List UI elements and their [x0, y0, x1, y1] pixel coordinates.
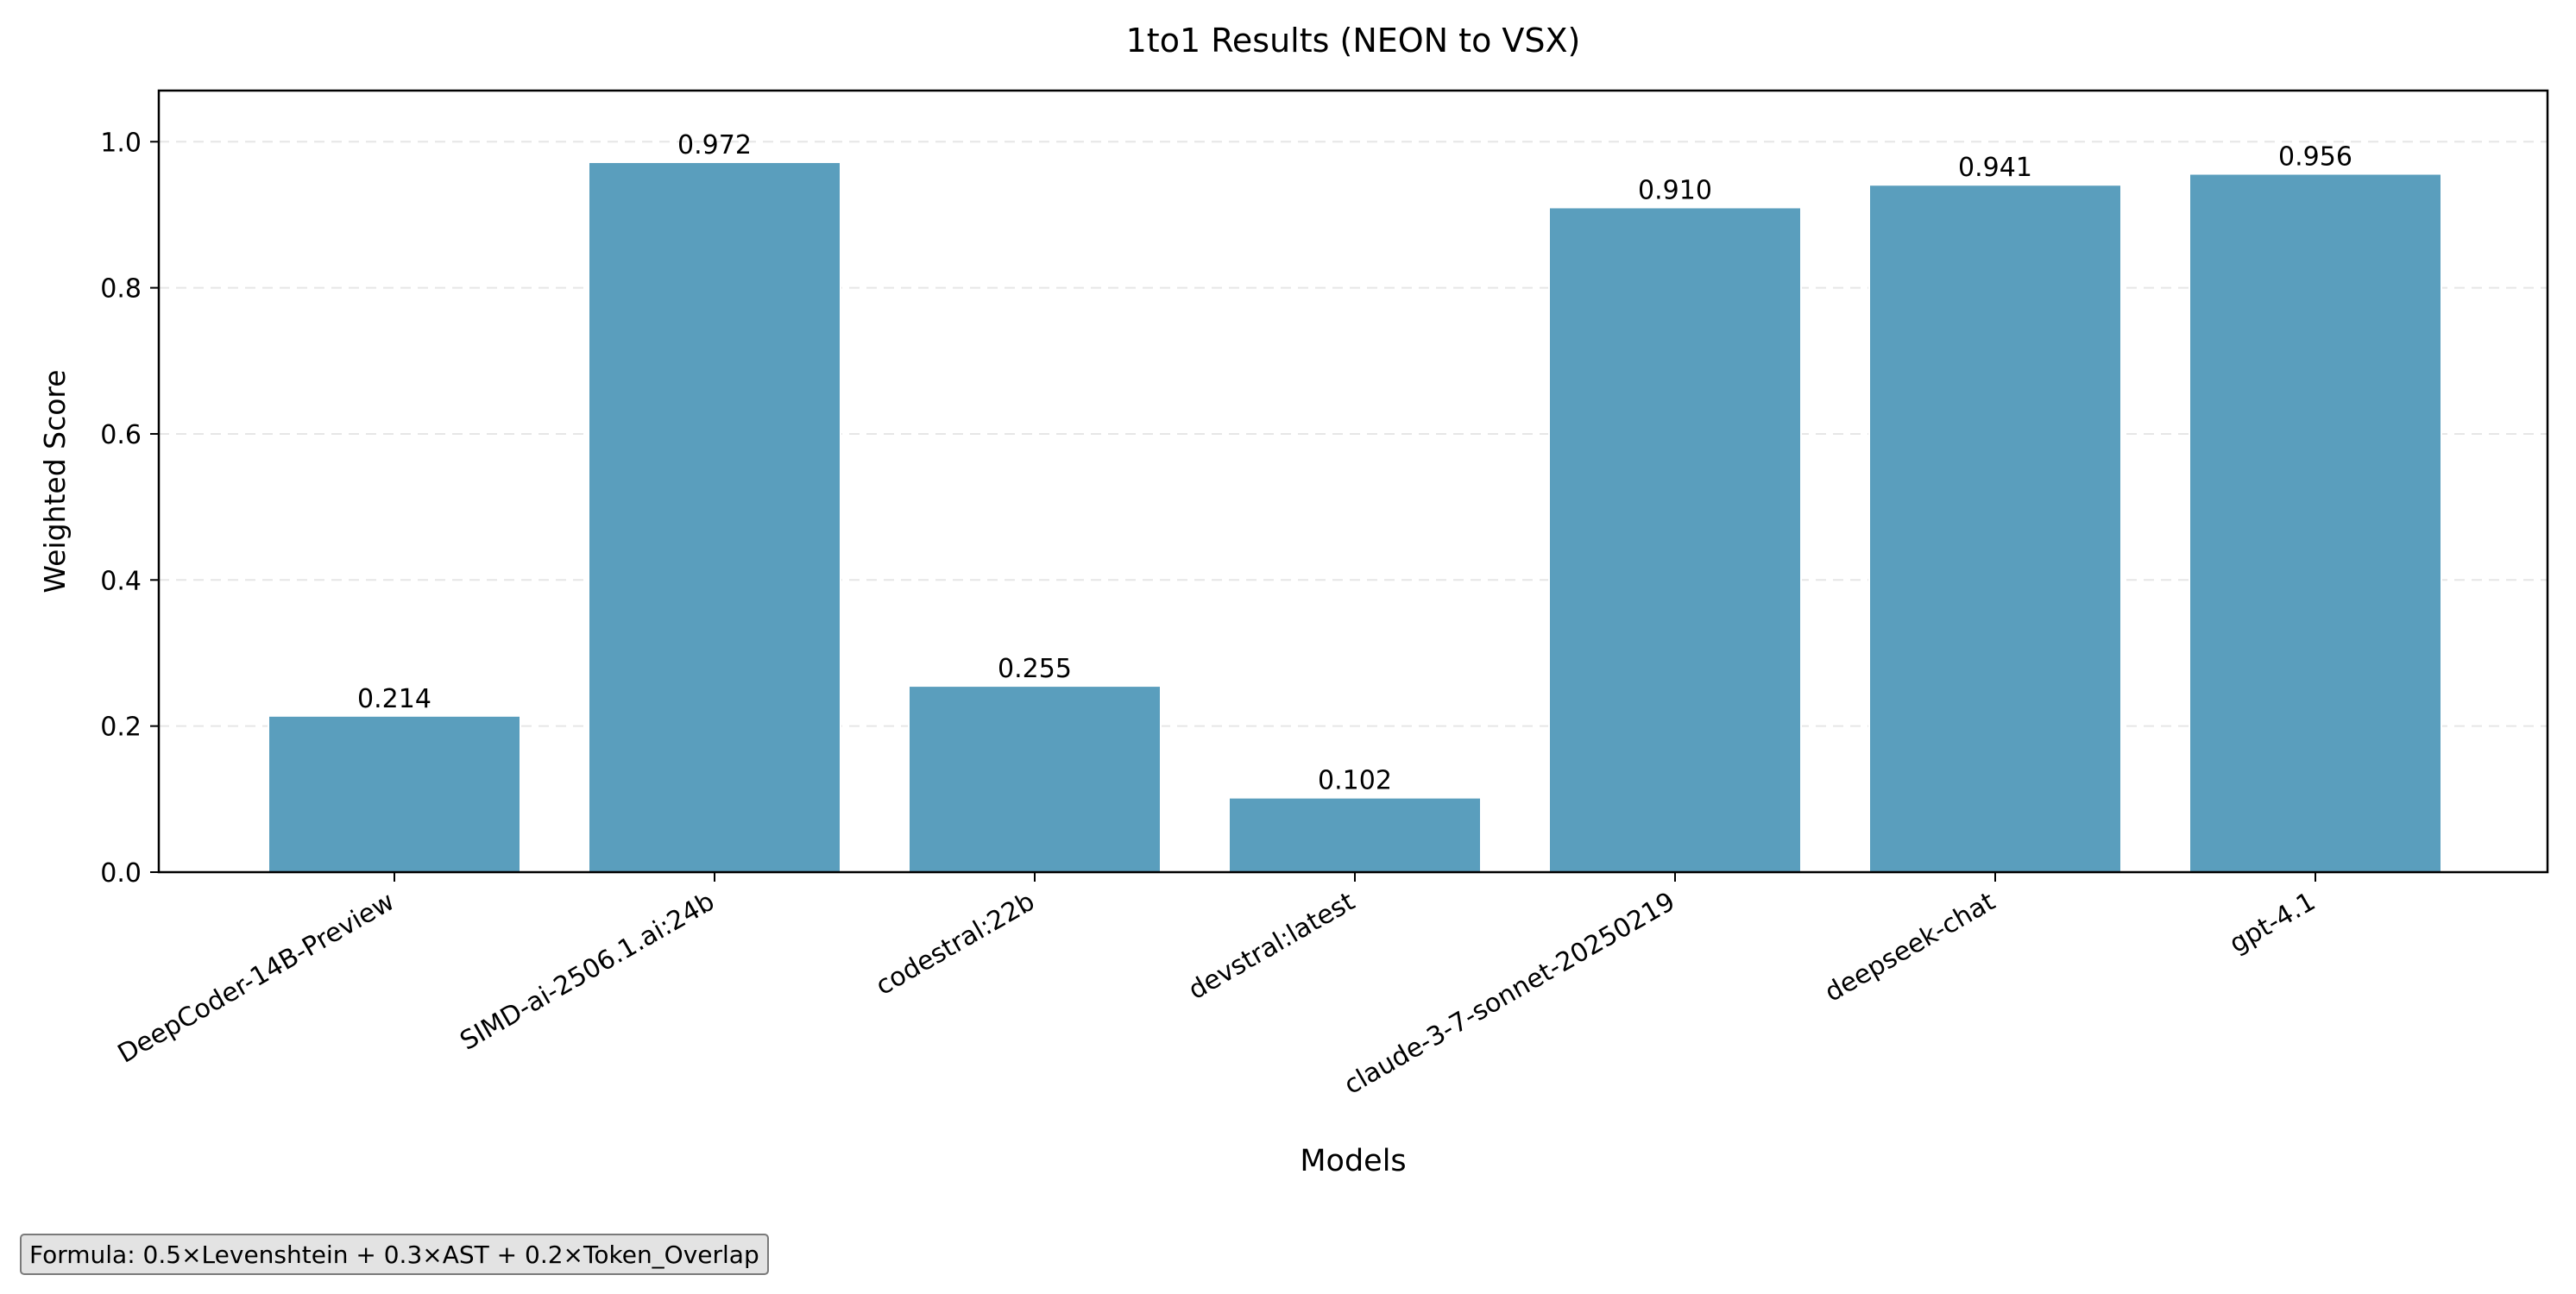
y-tick-label: 1.0: [100, 128, 142, 158]
bar: [1868, 184, 2122, 874]
bar-value-label: 0.972: [677, 130, 752, 160]
formula-annotation: Formula: 0.5×Levenshtein + 0.3×AST + 0.2…: [20, 1234, 769, 1275]
y-axis-label: Weighted Score: [38, 369, 72, 593]
x-tick-label: claude-3-7-sonnet-20250219: [1339, 887, 1680, 1101]
bars: [268, 160, 2442, 874]
plot-frame: [157, 89, 2549, 874]
y-axis-ticks: 0.0 0.2 0.4 0.6 0.8 1.0: [100, 128, 159, 889]
y-tick-label: 0.0: [100, 858, 142, 889]
bar: [908, 685, 1162, 873]
bar: [268, 714, 521, 873]
bar: [2189, 173, 2442, 873]
bar: [1228, 796, 1482, 874]
x-tick-label: SIMD-ai-2506.1.ai:24b: [455, 887, 720, 1057]
x-axis-ticks: DeepCoder-14B-Preview SIMD-ai-2506.1.ai:2…: [113, 872, 2321, 1101]
chart-title: 1to1 Results (NEON to VSX): [1126, 22, 1581, 60]
bar-value-label: 0.910: [1638, 175, 1712, 205]
y-tick-label: 0.2: [100, 713, 142, 743]
bar: [588, 160, 841, 874]
x-tick-label: gpt-4.1: [2225, 887, 2321, 960]
value-labels: 0.214 0.972 0.255 0.102 0.910 0.941 0.956: [357, 130, 2352, 796]
formula-text: Formula: 0.5×Levenshtein + 0.3×AST + 0.2…: [29, 1240, 759, 1269]
y-tick-label: 0.6: [100, 420, 142, 450]
y-tick-label: 0.8: [100, 274, 142, 305]
bar-value-label: 0.102: [1318, 766, 1392, 796]
bar-value-label: 0.214: [357, 684, 431, 714]
bar-value-label: 0.956: [2278, 142, 2352, 173]
x-tick-label: deepseek-chat: [1820, 887, 2000, 1008]
grid-lines: [159, 141, 2548, 727]
x-tick-label: codestral:22b: [871, 887, 1040, 1002]
x-tick-label: devstral:latest: [1183, 887, 1360, 1006]
x-axis-label: Models: [1300, 1144, 1406, 1178]
bar-value-label: 0.255: [998, 654, 1072, 684]
x-tick-label: DeepCoder-14B-Preview: [113, 887, 400, 1070]
bar: [1548, 206, 1802, 874]
y-tick-label: 0.4: [100, 566, 142, 596]
bar-value-label: 0.941: [1958, 153, 2032, 183]
